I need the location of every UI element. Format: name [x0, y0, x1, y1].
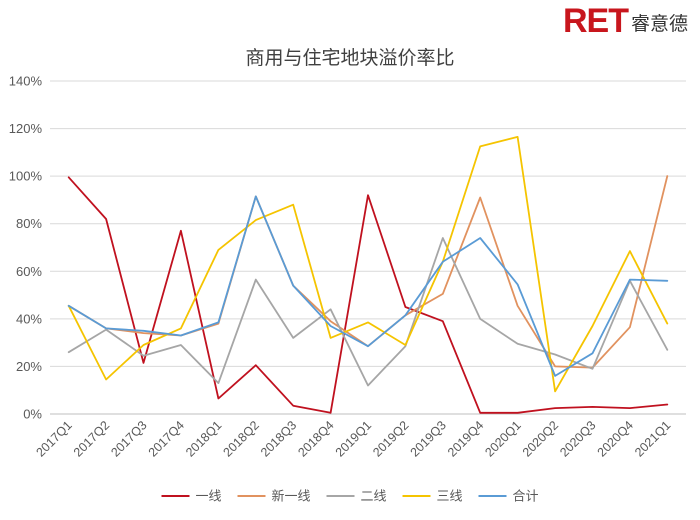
x-tick-label: 2018Q2: [221, 418, 262, 459]
legend-label: 合计: [513, 490, 539, 505]
x-tick-label: 2018Q1: [183, 418, 224, 459]
y-axis-ticks: 0% 20% 40% 60% 80% 100% 120% 140%: [9, 74, 43, 422]
series-line-0: [67, 176, 669, 414]
x-tick-label: 2019Q4: [445, 418, 486, 459]
series-line-3: [67, 135, 669, 393]
legend-label: 三线: [437, 490, 463, 505]
x-tick-label: 2017Q2: [71, 418, 112, 459]
chart-title: 商用与住宅地块溢价率比: [245, 47, 454, 69]
legend-item-0: 一线: [161, 490, 222, 505]
legend-item-3: 三线: [402, 490, 463, 505]
x-tick-label: 2017Q4: [146, 418, 187, 459]
legend-item-4: 合计: [478, 490, 539, 505]
x-tick-label: 2020Q4: [595, 418, 636, 459]
x-tick-label: 2020Q2: [520, 418, 561, 459]
brand-mark: RET: [562, 2, 629, 40]
y-tick-label: 80%: [16, 216, 42, 231]
x-tick-label: 2020Q1: [482, 418, 523, 459]
legend-label: 新一线: [272, 489, 311, 505]
x-tick-label: 2017Q3: [108, 418, 149, 459]
legend-label: 一线: [196, 490, 222, 505]
legend-item-2: 二线: [326, 490, 387, 505]
x-tick-label: 2020Q3: [557, 418, 598, 459]
y-tick-label: 40%: [16, 311, 42, 326]
x-tick-label: 2021Q1: [632, 418, 673, 459]
y-tick-label: 0%: [23, 407, 42, 422]
y-tick-label: 140%: [9, 74, 43, 89]
x-tick-label: 2018Q3: [258, 418, 299, 459]
x-tick-label: 2019Q1: [333, 418, 374, 459]
x-tick-label: 2017Q1: [33, 418, 74, 459]
x-axis-ticks: 2017Q12017Q22017Q32017Q42018Q12018Q22018…: [33, 418, 673, 459]
legend-label: 二线: [361, 490, 387, 505]
y-tick-label: 120%: [9, 121, 43, 136]
series-line-4: [67, 195, 669, 377]
brand-name: 睿意德: [630, 13, 688, 35]
grid-lines: [50, 80, 686, 415]
y-tick-label: 20%: [16, 359, 42, 374]
x-tick-label: 2019Q3: [408, 418, 449, 459]
legend-item-1: 新一线: [237, 489, 311, 505]
series-lines: [67, 135, 669, 414]
series-line-2: [67, 237, 669, 387]
y-tick-label: 60%: [16, 264, 42, 279]
x-tick-label: 2019Q2: [370, 418, 411, 459]
y-tick-label: 100%: [9, 169, 43, 184]
x-tick-label: 2018Q4: [295, 418, 336, 459]
brand-logo: RET 睿意德: [563, 0, 688, 38]
legend: 一线 新一线 二线 三线 合计: [161, 489, 539, 505]
